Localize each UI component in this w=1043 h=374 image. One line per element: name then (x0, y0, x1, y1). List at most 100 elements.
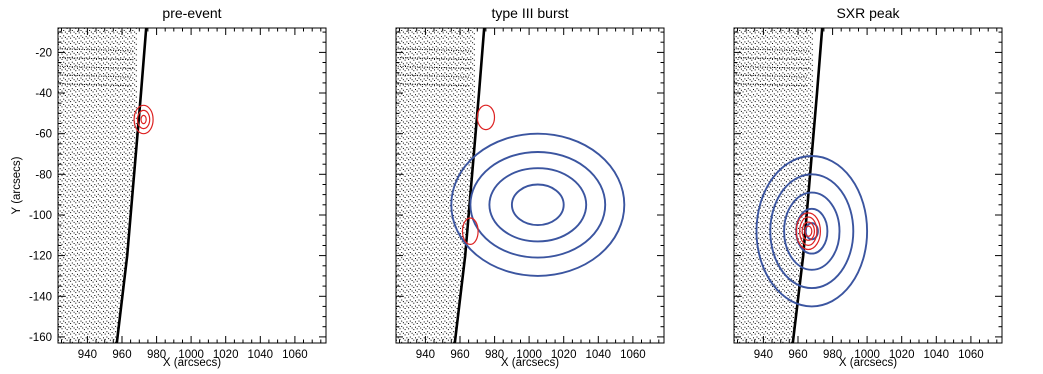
field-dot (413, 271, 415, 272)
field-dot (59, 279, 61, 281)
field-dot (73, 269, 75, 271)
field-dot (432, 242, 434, 244)
field-dot (404, 128, 406, 130)
field-dot (70, 148, 72, 150)
field-dot (413, 202, 415, 204)
field-dot (425, 254, 427, 256)
field-dot (113, 143, 115, 145)
field-dot (123, 178, 125, 179)
field-dot (87, 85, 89, 87)
field-dot (79, 66, 81, 68)
field-dot (91, 75, 93, 77)
field-dot (393, 289, 394, 290)
field-dot (444, 262, 446, 264)
field-dot (437, 47, 439, 49)
field-dot (397, 263, 399, 265)
field-dot (101, 175, 103, 177)
field-dot (132, 35, 134, 37)
field-dot (120, 85, 122, 86)
field-dot (128, 94, 130, 96)
field-dot (73, 179, 75, 181)
field-dot (424, 26, 425, 27)
field-dot (399, 317, 401, 319)
field-dot (409, 183, 411, 185)
field-dot (101, 38, 103, 40)
field-dot (123, 125, 125, 127)
field-dot (401, 45, 403, 47)
field-dot (428, 274, 430, 276)
field-dot (82, 95, 84, 96)
field-dot (68, 178, 70, 180)
field-dot (71, 188, 73, 190)
field-dot (89, 114, 91, 116)
field-dot (81, 75, 83, 77)
field-dot (394, 111, 395, 112)
field-dot (128, 120, 130, 122)
field-dot (399, 286, 401, 288)
field-dot (415, 258, 416, 259)
ticks (58, 28, 326, 343)
field-dot (99, 317, 101, 318)
field-dot (397, 268, 399, 270)
field-dot (122, 175, 123, 177)
field-dot (77, 199, 78, 201)
field-dot (404, 212, 406, 214)
field-dot (435, 230, 437, 232)
field-dot (108, 280, 110, 281)
field-dot (439, 234, 441, 235)
field-dot (74, 66, 76, 68)
field-dot (439, 249, 441, 251)
field-dot (97, 315, 99, 317)
field-dot (444, 347, 445, 348)
field-dot (103, 173, 104, 175)
field-dot (432, 178, 434, 180)
field-dot (55, 241, 56, 242)
field-dot (115, 325, 117, 327)
field-dot (64, 227, 66, 229)
field-dot (415, 189, 416, 191)
field-dot (122, 280, 123, 282)
field-dot (430, 244, 432, 246)
field-dot (421, 86, 423, 88)
field-dot (80, 109, 82, 111)
field-dot (59, 162, 61, 164)
field-dot (87, 212, 89, 214)
field-dot (415, 173, 416, 175)
field-dot (66, 33, 68, 35)
field-dot (103, 268, 104, 270)
field-dot (401, 93, 403, 95)
field-dot (115, 183, 117, 185)
field-dot (408, 338, 410, 340)
field-dot (82, 52, 84, 54)
field-dot (87, 74, 89, 76)
field-dot (108, 31, 110, 33)
field-dot (408, 201, 410, 203)
field-dot (73, 338, 75, 340)
y-tick-label: -100 (29, 210, 52, 222)
field-dot (128, 147, 130, 149)
field-dot (61, 117, 63, 118)
field-dot (106, 288, 108, 290)
field-dot (430, 43, 432, 45)
field-dot (423, 321, 425, 323)
field-dot (393, 321, 394, 322)
field-dot (56, 42, 57, 43)
field-dot (101, 308, 103, 309)
field-dot (404, 54, 406, 56)
field-dot (425, 190, 427, 192)
field-dot (127, 54, 129, 56)
field-dot (116, 264, 118, 266)
field-dot (89, 45, 91, 47)
field-dot (64, 306, 66, 308)
field-dot (83, 59, 85, 61)
field-dot (435, 220, 437, 222)
field-dot (446, 322, 448, 324)
field-dot (404, 260, 406, 262)
field-dot (113, 286, 115, 288)
field-dot (430, 149, 432, 151)
field-dot (402, 332, 404, 334)
field-dot (432, 89, 434, 90)
field-dot (132, 119, 134, 121)
field-dot (96, 323, 97, 324)
field-dot (59, 178, 61, 180)
